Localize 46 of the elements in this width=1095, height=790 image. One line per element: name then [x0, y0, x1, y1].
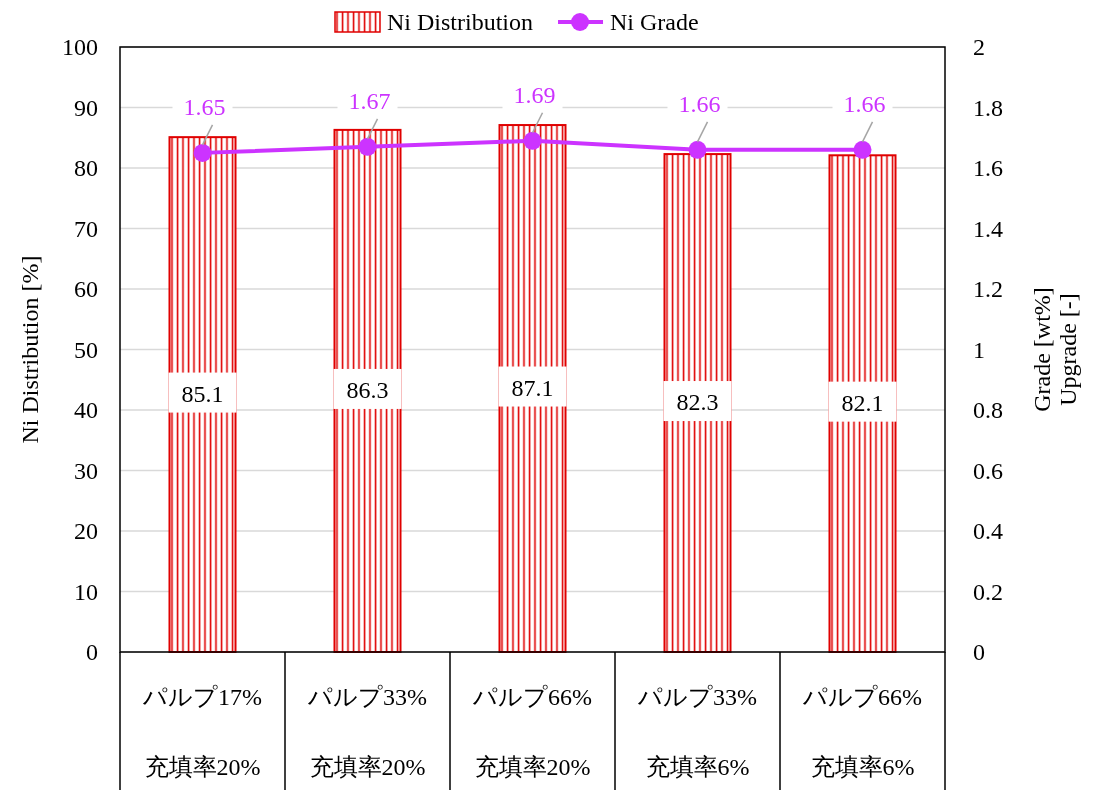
data-label: 82.3 — [676, 389, 719, 416]
data-label: 87.1 — [511, 374, 554, 401]
category-label: パルプ33% 充填率20% — [308, 684, 427, 780]
y2-tick-label: 1.6 — [973, 155, 1003, 181]
y2-tick-label: 0.4 — [973, 518, 1003, 544]
y-tick-label: 10 — [74, 578, 98, 605]
y2-tick-label: 0.2 — [973, 578, 1003, 605]
y-tick-label: 0 — [86, 639, 98, 665]
data-label: 82.1 — [841, 389, 884, 416]
y2-tick-label: 0.6 — [973, 457, 1003, 484]
data-label: 85.1 — [181, 380, 224, 407]
y2-tick-label: 1 — [973, 336, 985, 363]
category-label: パルプ66% 充填率6% — [803, 684, 922, 780]
y2-tick-label: 1.2 — [973, 276, 1003, 302]
data-label: 86.3 — [346, 376, 389, 403]
category-label: パルプ17% 充填率20% — [143, 684, 262, 780]
y2-tick-label: 1.4 — [973, 215, 1003, 242]
data-label: 1.66 — [678, 90, 721, 117]
y2-tick-label: 2 — [973, 34, 985, 60]
y2-tick-label: 0.8 — [973, 397, 1003, 423]
y-tick-label: 20 — [74, 518, 98, 544]
y-tick-label: 30 — [74, 457, 98, 484]
point — [358, 137, 377, 156]
y-tick-label: 50 — [74, 336, 98, 363]
point — [523, 131, 542, 150]
data-label: 1.65 — [183, 93, 226, 120]
legend-label: Ni Distribution — [387, 9, 534, 35]
legend-label: Ni Grade — [610, 9, 699, 35]
y-tick-label: 70 — [74, 215, 98, 242]
category-label: パルプ33% 充填率6% — [638, 684, 757, 780]
y-axis-title: Ni Distribution [%] — [17, 255, 43, 444]
point — [193, 143, 212, 162]
point — [688, 140, 707, 159]
y-tick-label: 80 — [74, 155, 98, 181]
y2-axis-title: Grade [wt%] Upgrade [-] — [1029, 287, 1081, 412]
y2-tick-label: 1.8 — [973, 94, 1003, 121]
y2-tick-label: 0 — [973, 639, 985, 665]
point — [853, 140, 872, 159]
y-tick-label: 100 — [62, 34, 98, 60]
y-tick-label: 40 — [74, 397, 98, 423]
y-tick-label: 60 — [74, 276, 98, 302]
data-label: 1.66 — [843, 90, 886, 117]
data-label: 1.69 — [513, 81, 556, 108]
y-tick-label: 90 — [74, 94, 98, 121]
data-label: 1.67 — [348, 87, 391, 114]
category-label: パルプ66% 充填率20% — [473, 684, 592, 780]
